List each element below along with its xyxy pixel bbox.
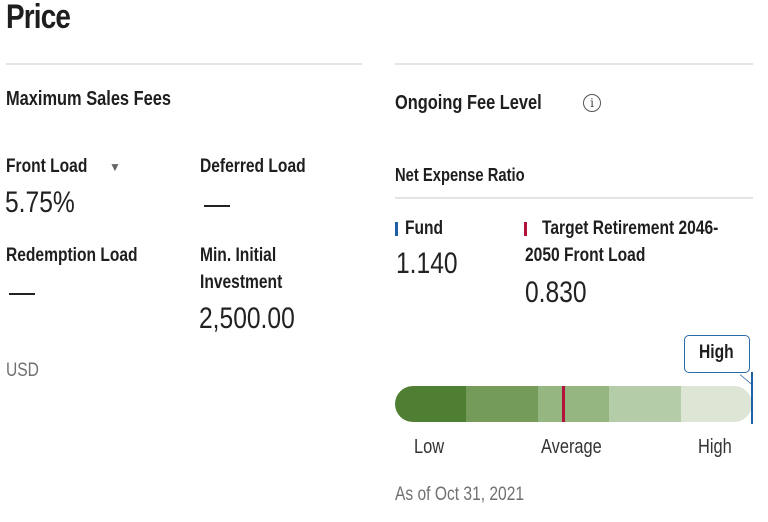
scale-low-label: Low bbox=[414, 436, 445, 458]
scale-average-label: Average bbox=[541, 436, 602, 458]
deferred-load-label: Deferred Load bbox=[200, 156, 306, 177]
fund-value: 1.140 bbox=[396, 247, 458, 280]
net-expense-ratio-heading: Net Expense Ratio bbox=[395, 165, 525, 185]
redemption-load-label: Redemption Load bbox=[6, 245, 138, 266]
fee-level-callout: High bbox=[684, 335, 750, 373]
info-icon[interactable]: i bbox=[583, 94, 601, 112]
category-value: 0.830 bbox=[525, 276, 587, 309]
bar-segment-5 bbox=[680, 386, 752, 422]
ongoing-fee-heading: Ongoing Fee Level bbox=[395, 92, 542, 114]
section-title: Price bbox=[6, 0, 71, 36]
category-label-1: Target Retirement 2046- bbox=[542, 218, 719, 239]
scale-high-label: High bbox=[698, 436, 732, 458]
front-load-label: Front Load bbox=[6, 156, 88, 177]
min-initial-investment-label-2: Investment bbox=[200, 272, 283, 293]
category-legend-swatch bbox=[524, 222, 527, 236]
category-label-2: 2050 Front Load bbox=[525, 245, 646, 266]
min-initial-investment-value: 2,500.00 bbox=[199, 302, 295, 335]
category-marker bbox=[562, 386, 565, 422]
divider bbox=[395, 63, 753, 65]
fund-legend-swatch bbox=[395, 222, 398, 236]
fee-level-bar bbox=[395, 386, 752, 422]
as-of-date: As of Oct 31, 2021 bbox=[395, 484, 525, 505]
fund-label: Fund bbox=[405, 218, 444, 239]
fund-marker bbox=[751, 372, 753, 424]
front-load-value: 5.75% bbox=[5, 186, 75, 219]
min-initial-investment-label-1: Min. Initial bbox=[200, 245, 277, 266]
deferred-load-value bbox=[204, 205, 230, 207]
currency-label: USD bbox=[6, 360, 39, 381]
bar-segment-1 bbox=[395, 386, 467, 422]
max-sales-fees-heading: Maximum Sales Fees bbox=[6, 88, 171, 110]
divider bbox=[395, 197, 753, 199]
bar-segment-2 bbox=[466, 386, 538, 422]
fee-level-callout-text: High bbox=[699, 342, 734, 363]
redemption-load-value bbox=[9, 293, 35, 295]
triangle-down-icon[interactable]: ▼ bbox=[109, 160, 121, 174]
bar-segment-3 bbox=[537, 386, 610, 422]
bar-segment-4 bbox=[609, 386, 681, 422]
divider bbox=[6, 63, 362, 65]
